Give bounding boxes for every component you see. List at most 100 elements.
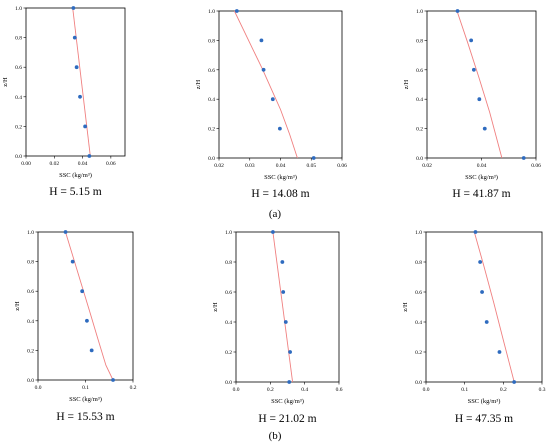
panel-6: 0.0 0.1 0.2 0.3 0.0 0.2 0.4 0.6 0.8 1.0 SSC (kg/m³…: [402, 230, 546, 425]
data-point: [271, 230, 275, 234]
panel-depth-label: H = 41.87 m: [452, 188, 510, 200]
y-tick-label: 1.0: [415, 230, 422, 236]
x-tick-label: 0.02: [422, 163, 432, 169]
data-point: [287, 380, 292, 384]
y-tick-label: 0.6: [416, 68, 423, 74]
y-tick-label: 0.4: [415, 320, 422, 326]
data-point: [85, 318, 89, 323]
x-tick-label: 0.03: [245, 163, 255, 169]
data-point: [63, 230, 68, 234]
y-tick-label: 0.6: [225, 290, 232, 296]
y-tick-label: 0.4: [208, 97, 215, 103]
x-tick-label: 0.04: [276, 163, 286, 169]
panel-depth-label: H = 5.15 m: [49, 186, 102, 198]
plot-frame: [218, 10, 343, 159]
x-tick-label: 0.06: [337, 163, 347, 169]
plot-frame: [37, 231, 134, 381]
data-point: [261, 67, 266, 72]
data-point: [111, 378, 115, 382]
x-tick-label: 0.06: [106, 161, 116, 167]
y-tick-label: 0.8: [225, 260, 232, 266]
y-tick-label: 1.0: [225, 230, 232, 236]
y-tick-label: 0.4: [416, 97, 423, 103]
x-tick-label: 0.0: [233, 387, 240, 393]
y-tick-label: 0.0: [27, 378, 34, 384]
x-tick-label: 0.2: [500, 387, 507, 393]
data-point: [259, 38, 264, 43]
plot-frame: [425, 231, 543, 383]
x-tick-label: 0.2: [267, 387, 274, 393]
fit-line: [272, 231, 294, 383]
data-point: [80, 289, 85, 294]
x-axis-label: SSC (kg/m³): [69, 396, 102, 403]
data-point: [477, 97, 482, 102]
x-tick-label: 0.1: [82, 385, 89, 391]
data-point: [280, 260, 285, 264]
x-tick-label: 0.1: [461, 387, 468, 393]
panel-depth-label: H = 47.35 m: [455, 413, 513, 425]
row-label-a: (a): [269, 208, 282, 220]
x-tick-label: 0.02: [214, 163, 224, 169]
panel-depth-label: H = 14.08 m: [251, 188, 309, 200]
data-point: [78, 94, 82, 99]
y-tick-label: 0.8: [27, 260, 34, 266]
plot-frame: [235, 231, 340, 383]
y-tick-label: 1.0: [416, 9, 423, 15]
data-point: [234, 9, 239, 13]
x-tick-label: 0.0: [423, 387, 430, 393]
x-tick-label: 0.2: [130, 385, 137, 391]
plot-frame: [25, 7, 126, 157]
x-axis-label: SSC (kg/m³): [468, 398, 501, 405]
panel-1: 0.00 0.02 0.04 0.06 0.0 0.2 0.4 0.6 0.8 1.0 SSC (k…: [2, 6, 126, 198]
y-tick-label: 1.0: [27, 230, 34, 236]
y-tick-label: 0.2: [208, 127, 215, 133]
y-tick-label: 0.8: [415, 260, 422, 266]
data-point: [473, 230, 478, 234]
fit-line: [473, 231, 515, 383]
x-tick-label: 0.00: [21, 161, 31, 167]
data-point: [277, 126, 282, 131]
data-point: [471, 67, 476, 72]
y-tick-label: 0.0: [415, 380, 422, 386]
y-tick-label: 0.6: [415, 290, 422, 296]
data-point: [480, 290, 484, 294]
data-point: [311, 156, 316, 160]
x-tick-label: 0.6: [336, 387, 343, 393]
panel-2: 0.02 0.03 0.04 0.05 0.06 0.0 0.2 0.4 0.6 0.8 1.0 SS…: [195, 9, 347, 200]
fit-line: [65, 231, 114, 381]
x-tick-label: 0.05: [306, 163, 316, 169]
y-tick-label: 0.6: [15, 65, 22, 71]
panel-4: 0.0 0.1 0.2 0.0 0.2 0.4 0.6 0.8 1.0 SSC (kg/m³) z/…: [14, 230, 137, 423]
fit-line: [456, 10, 503, 159]
y-axis-label: z/H: [403, 80, 410, 90]
y-tick-label: 0.6: [208, 68, 215, 74]
y-tick-label: 0.2: [225, 350, 232, 356]
data-point: [89, 348, 94, 353]
x-tick-label: 0.06: [531, 163, 541, 169]
data-point: [270, 97, 275, 102]
y-tick-label: 0.2: [15, 124, 22, 130]
data-point: [478, 260, 483, 264]
y-tick-label: 0.6: [27, 289, 34, 295]
y-tick-label: 1.0: [208, 9, 215, 15]
panel-depth-label: H = 15.53 m: [56, 411, 114, 423]
data-point: [484, 320, 489, 324]
y-tick-label: 1.0: [15, 6, 22, 12]
y-tick-label: 0.2: [27, 348, 34, 354]
data-point: [455, 9, 460, 13]
y-tick-label: 0.0: [225, 380, 232, 386]
y-tick-label: 0.8: [208, 38, 215, 44]
y-tick-label: 0.8: [416, 38, 423, 44]
y-axis-label: z/H: [195, 80, 202, 90]
y-tick-label: 0.0: [15, 154, 22, 160]
x-tick-label: 0.04: [78, 161, 88, 167]
x-axis-label: SSC (kg/m³): [465, 174, 498, 181]
data-point: [74, 65, 79, 70]
y-tick-label: 0.8: [15, 36, 22, 42]
panel-5: 0.0 0.2 0.4 0.6 0.0 0.2 0.4 0.6 0.8 1.0 SSC (kg/m³…: [212, 230, 343, 425]
data-point: [281, 290, 286, 294]
row-label-b: (b): [269, 430, 282, 442]
y-tick-label: 0.0: [416, 156, 423, 162]
y-tick-label: 0.2: [415, 350, 422, 356]
data-point: [469, 38, 474, 43]
